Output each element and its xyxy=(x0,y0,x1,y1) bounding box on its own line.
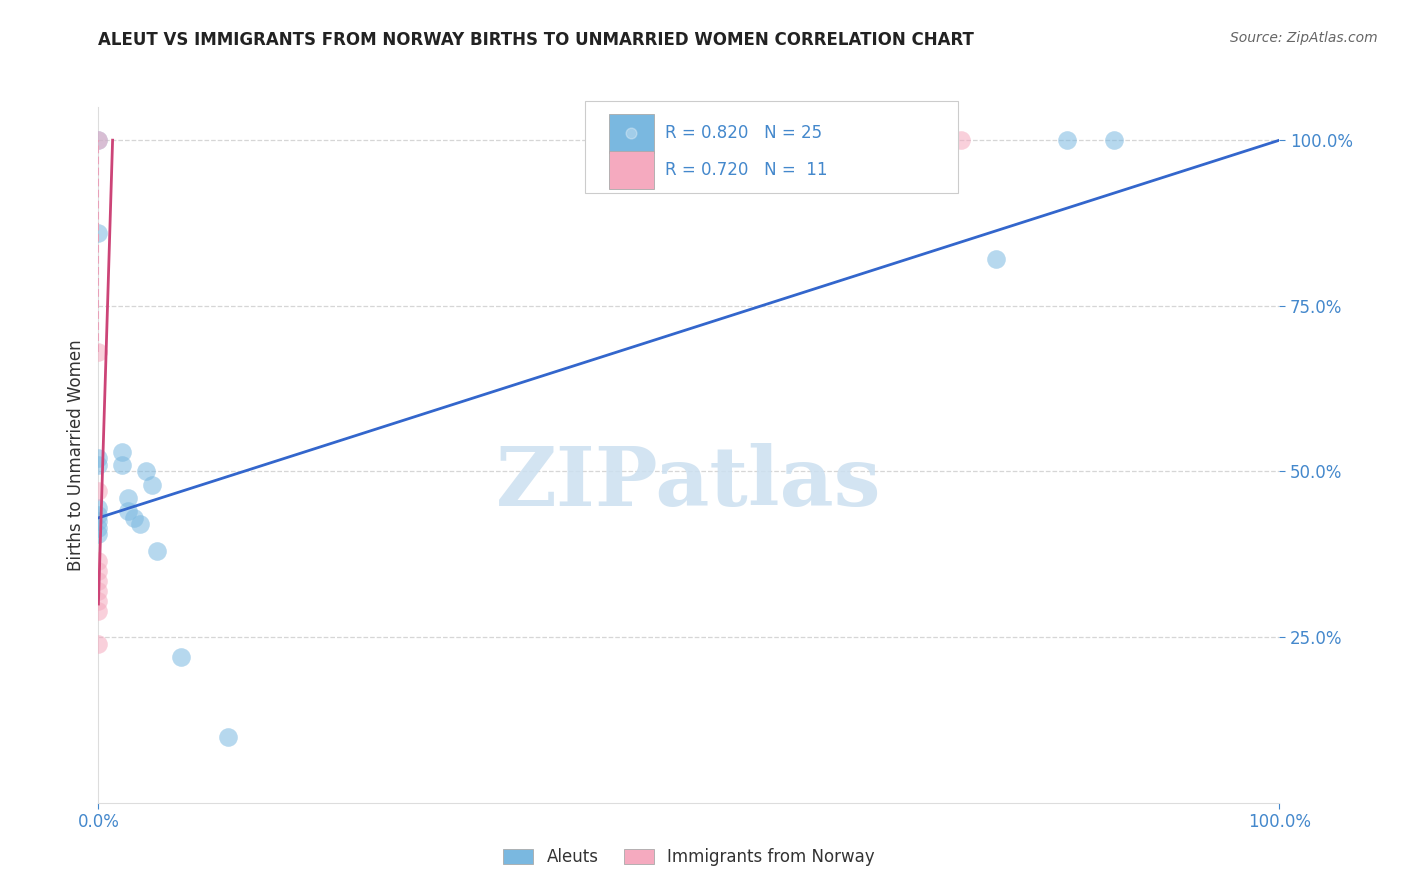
Point xyxy=(135,465,157,479)
Point xyxy=(984,252,1007,267)
Point xyxy=(87,564,110,578)
Point xyxy=(87,527,110,541)
Point xyxy=(117,491,139,505)
Point xyxy=(117,504,139,518)
FancyBboxPatch shape xyxy=(585,102,959,193)
Point xyxy=(87,637,110,651)
Point xyxy=(87,514,110,528)
Point xyxy=(146,544,169,558)
Point xyxy=(141,477,163,491)
Y-axis label: Births to Unmarried Women: Births to Unmarried Women xyxy=(66,339,84,571)
Point xyxy=(87,604,110,618)
Text: ALEUT VS IMMIGRANTS FROM NORWAY BIRTHS TO UNMARRIED WOMEN CORRELATION CHART: ALEUT VS IMMIGRANTS FROM NORWAY BIRTHS T… xyxy=(98,31,974,49)
Text: Source: ZipAtlas.com: Source: ZipAtlas.com xyxy=(1230,31,1378,45)
Point xyxy=(87,133,110,147)
Point xyxy=(849,133,872,147)
Point xyxy=(87,574,110,588)
FancyBboxPatch shape xyxy=(609,114,654,153)
Point xyxy=(831,133,853,147)
Point xyxy=(87,593,110,607)
Point xyxy=(87,484,110,499)
Text: R = 0.720   N =  11: R = 0.720 N = 11 xyxy=(665,161,828,178)
Point xyxy=(170,650,193,665)
Point xyxy=(1056,133,1078,147)
Point xyxy=(87,226,110,240)
Point xyxy=(217,730,239,744)
Point xyxy=(111,444,134,458)
Point xyxy=(122,511,145,525)
Text: R = 0.820   N = 25: R = 0.820 N = 25 xyxy=(665,125,823,143)
Point xyxy=(87,583,110,598)
Point xyxy=(87,554,110,568)
Point xyxy=(87,451,110,466)
FancyBboxPatch shape xyxy=(609,151,654,189)
Point xyxy=(87,458,110,472)
Point xyxy=(925,133,948,147)
Point xyxy=(87,345,110,359)
Point xyxy=(949,133,972,147)
Point xyxy=(1102,133,1125,147)
Point xyxy=(111,458,134,472)
Point xyxy=(87,500,110,515)
Point xyxy=(87,508,110,522)
Point xyxy=(87,133,110,147)
Point xyxy=(620,158,643,172)
Point xyxy=(87,521,110,535)
Point xyxy=(128,517,150,532)
Point xyxy=(748,133,770,147)
Text: ZIPatlas: ZIPatlas xyxy=(496,442,882,523)
Legend: Aleuts, Immigrants from Norway: Aleuts, Immigrants from Norway xyxy=(495,839,883,874)
